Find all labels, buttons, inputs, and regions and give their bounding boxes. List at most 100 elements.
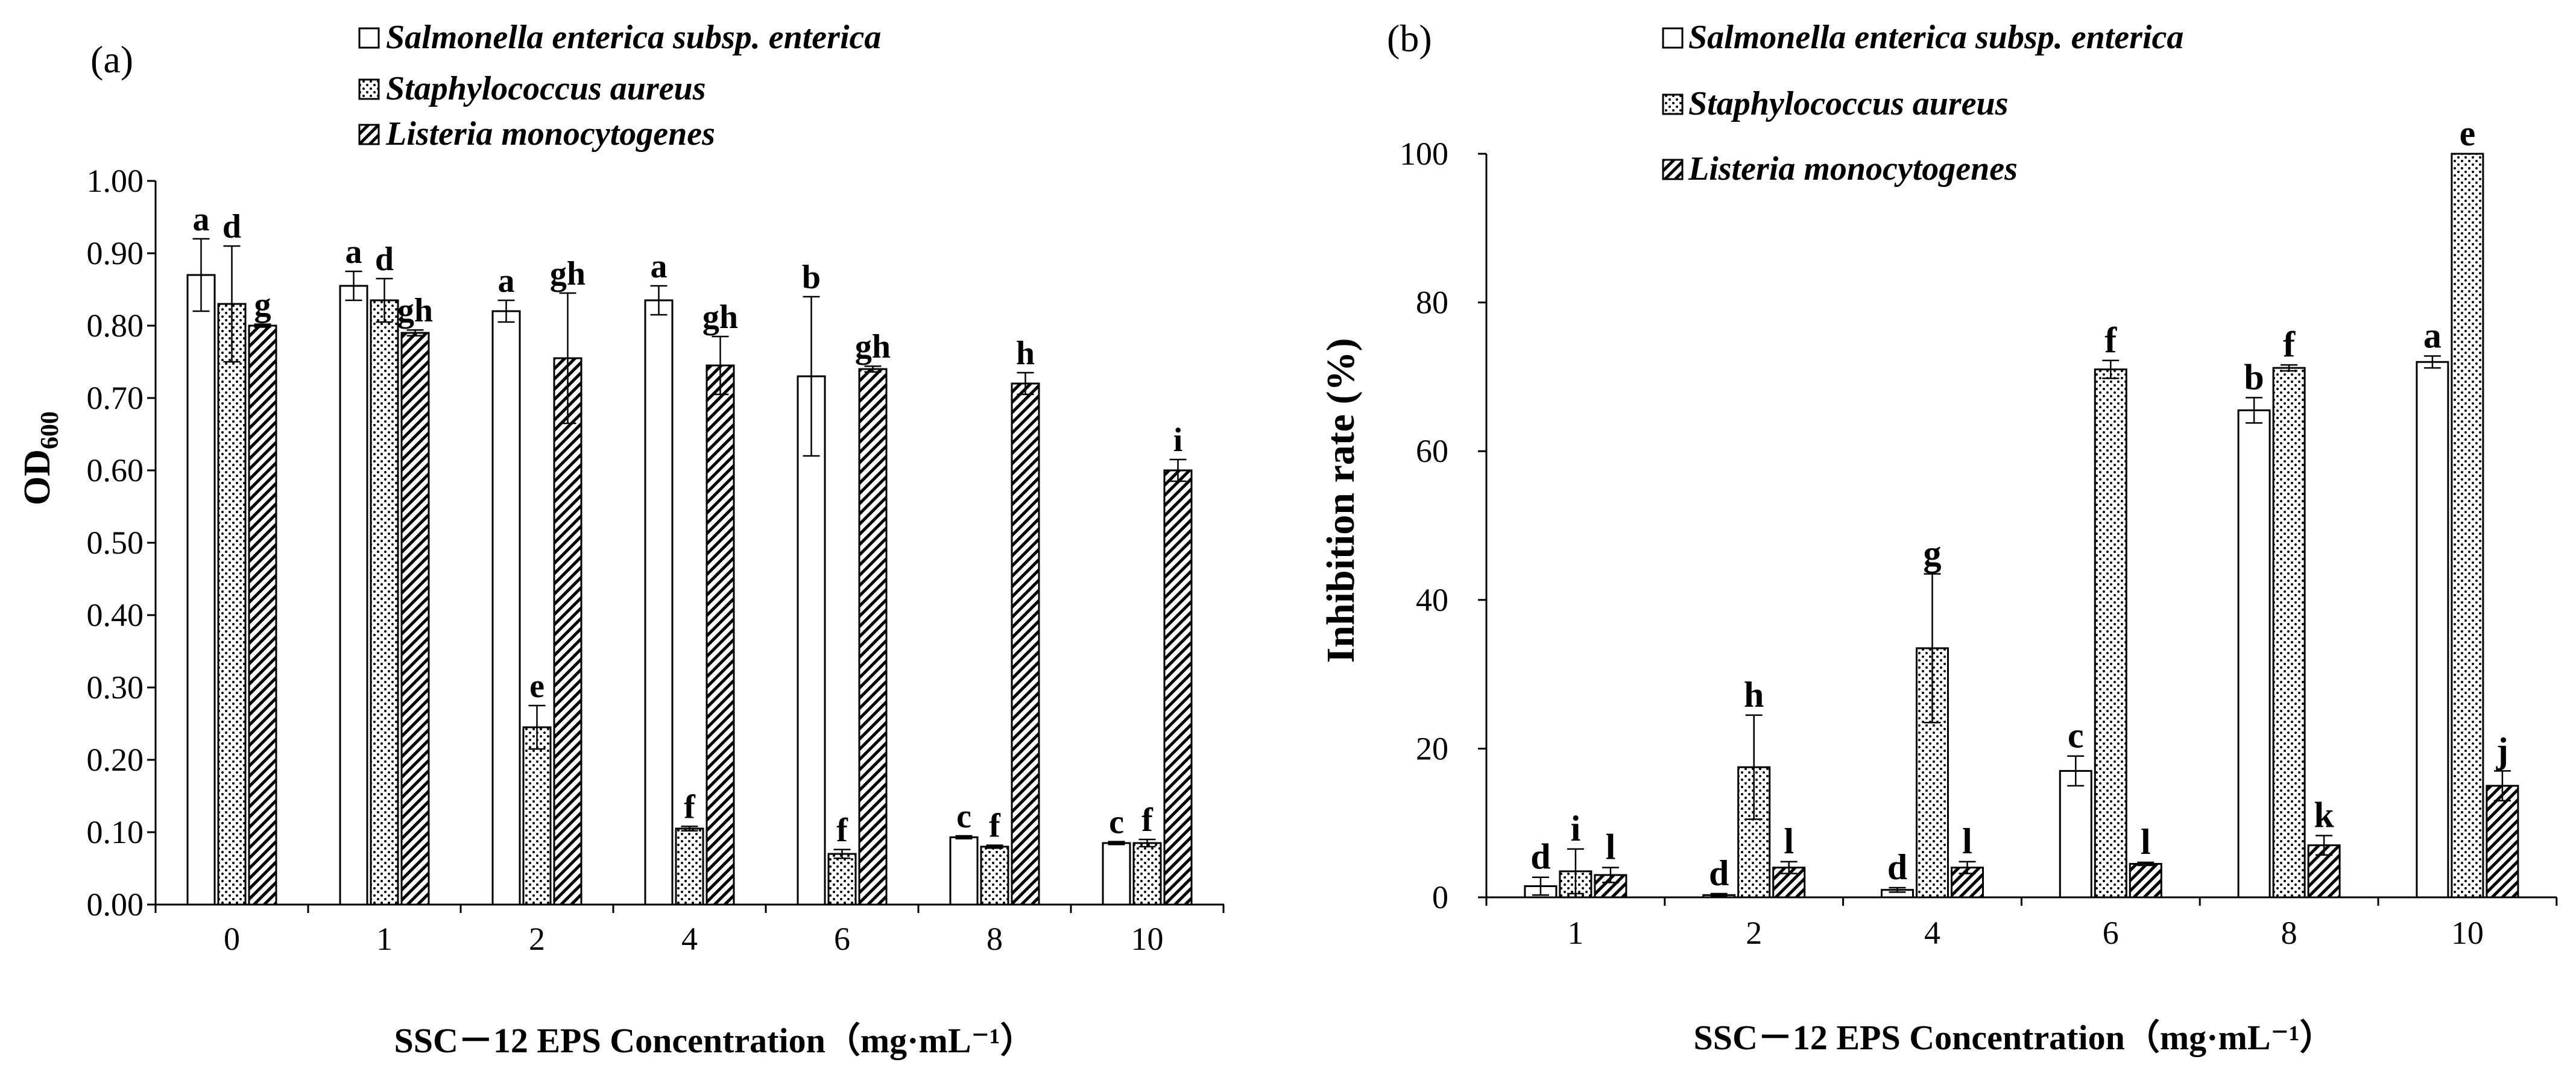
legend-b-swatch-0 [1662, 27, 1684, 49]
data-label-b: l [1962, 821, 1972, 861]
bar-a [491, 310, 521, 906]
legend-a-label-0: Salmonella enterica subsp. enterica [386, 19, 881, 56]
bar-b [1594, 874, 1627, 899]
y-axis-title-a-sub: 600 [36, 411, 64, 449]
data-label-b: f [2104, 320, 2117, 360]
data-label-a: d [375, 241, 394, 278]
bar-a [858, 368, 888, 906]
data-label-a: gh [397, 292, 433, 329]
y-tick-label-a: 0.00 [87, 886, 144, 923]
data-label-a: f [836, 812, 848, 849]
bar-a [339, 285, 368, 906]
data-label-a: g [254, 286, 271, 324]
bar-a [400, 332, 430, 906]
bar-b [2094, 368, 2127, 899]
data-label-b: i [1571, 809, 1581, 848]
legend-b-label-0: Salmonella enterica subsp. enterica [1688, 19, 2183, 56]
x-tick-label-a: 8 [987, 921, 1003, 957]
plot-a: 0.00 0.10 0.20 0.30 0.40 0.50 0.60 0.70 0.80 0.90… [87, 163, 1225, 957]
data-label-a: b [802, 259, 821, 296]
y-tick-label-b: 100 [1400, 136, 1448, 172]
bar-b [1951, 867, 1984, 899]
x-tick-label-b: 2 [1746, 915, 1762, 951]
data-label-a: f [989, 807, 1001, 845]
bar-a [1132, 842, 1162, 906]
data-label-b: d [1530, 837, 1550, 877]
legend-b: Salmonella enterica subsp. enterica Stap… [1662, 19, 2183, 188]
bar-a [1102, 842, 1131, 906]
legend-a-swatch-0 [358, 27, 380, 49]
y-tick-label-b: 0 [1432, 879, 1448, 915]
legend-b-swatch-2 [1662, 159, 1684, 180]
y-axis-title-b: Inhibition rate (%) [1319, 338, 1363, 663]
y-tick-label-a: 0.50 [87, 525, 144, 561]
bar-a [1011, 382, 1040, 906]
data-label-a: gh [855, 328, 891, 365]
bar-b [2416, 361, 2449, 899]
y-tick-label-b: 20 [1416, 730, 1448, 766]
bar-a [370, 299, 399, 906]
bar-a [706, 364, 735, 906]
bar-a [675, 827, 704, 906]
y-tick-label-a: 0.90 [87, 235, 144, 271]
legend-a: Salmonella enterica subsp. enterica Stap… [358, 19, 881, 153]
legend-a-label-1: Staphylococcus aureus [386, 70, 706, 107]
data-label-a: gh [702, 299, 738, 336]
x-tick-label-b: 6 [2103, 915, 2119, 951]
bar-a [644, 299, 674, 906]
y-tick-label-b: 60 [1416, 433, 1448, 469]
y-tick-label-a: 0.70 [87, 380, 144, 416]
bar-b [2059, 769, 2092, 899]
bar-a [522, 726, 552, 906]
data-label-a: gh [550, 255, 586, 292]
bar-a [186, 274, 216, 906]
legend-a-swatch-2 [358, 124, 380, 145]
legend-a-swatch-1 [358, 78, 380, 100]
bar-a [553, 357, 582, 906]
data-label-a: d [223, 208, 241, 245]
data-label-b: d [1887, 847, 1907, 887]
y-tick-label-a: 0.60 [87, 452, 144, 488]
data-label-a: e [529, 668, 545, 705]
x-tick-label-b: 8 [2281, 915, 2297, 951]
panel-b-label: (b) [1387, 17, 1432, 60]
data-label-b: g [1924, 534, 1942, 573]
x-tick-label-a: 4 [681, 921, 698, 957]
bar-b [2272, 367, 2306, 899]
data-label-b: j [2496, 730, 2508, 770]
data-label-b: e [2460, 113, 2476, 153]
x-tick-label-a: 1 [376, 921, 393, 957]
x-tick-label-a: 2 [529, 921, 545, 957]
y-tick-label-a: 1.00 [87, 163, 144, 199]
data-label-a: c [1109, 804, 1124, 841]
legend-b-label-1: Staphylococcus aureus [1688, 85, 2009, 122]
bar-b [2129, 863, 2162, 899]
data-label-b: b [2244, 357, 2264, 397]
y-axis-title-a: OD600 [17, 411, 64, 505]
bar-a [827, 853, 857, 906]
data-label-b: h [1744, 675, 1764, 715]
x-tick-label-b: 10 [2451, 915, 2484, 951]
bar-b [2237, 409, 2271, 899]
bar-a [217, 303, 247, 906]
x-tick-label-b: 1 [1567, 915, 1583, 951]
data-label-b: k [2314, 795, 2334, 835]
data-label-a: h [1016, 335, 1035, 372]
y-tick-label-a: 0.40 [87, 597, 144, 633]
x-tick-label-b: 4 [1924, 915, 1940, 951]
data-label-a: c [956, 798, 971, 835]
y-axis-title-a-main: OD [17, 449, 58, 505]
data-label-a: a [498, 262, 515, 300]
data-label-a: a [651, 248, 668, 285]
bar-b [2451, 153, 2484, 899]
data-label-a: a [346, 233, 362, 271]
bar-b [2486, 785, 2519, 899]
data-label-b: l [1606, 827, 1616, 867]
legend-a-label-2: Listeria monocytogenes [385, 115, 715, 153]
data-label-a: f [1141, 801, 1154, 839]
y-tick-label-b: 40 [1416, 582, 1448, 618]
data-label-b: l [2141, 822, 2151, 862]
data-label-a: f [684, 788, 696, 826]
